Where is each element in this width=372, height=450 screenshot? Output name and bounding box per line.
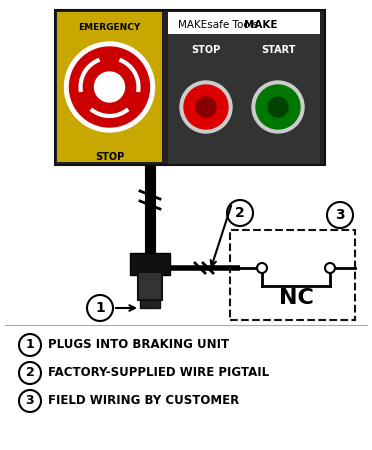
Text: STOP: STOP xyxy=(191,45,221,55)
Circle shape xyxy=(257,263,267,273)
Text: MAKE: MAKE xyxy=(244,20,278,30)
Bar xyxy=(168,34,320,164)
Circle shape xyxy=(70,47,150,127)
Circle shape xyxy=(268,97,288,117)
Circle shape xyxy=(196,97,216,117)
Text: 1: 1 xyxy=(95,301,105,315)
Circle shape xyxy=(19,334,41,356)
Bar xyxy=(130,253,170,275)
Text: 3: 3 xyxy=(335,208,345,222)
Circle shape xyxy=(87,295,113,321)
Bar xyxy=(55,10,325,165)
Text: MAKEsafe Tools: MAKEsafe Tools xyxy=(178,20,258,30)
Text: FIELD WIRING BY CUSTOMER: FIELD WIRING BY CUSTOMER xyxy=(48,395,239,408)
Circle shape xyxy=(227,200,253,226)
Circle shape xyxy=(327,202,353,228)
Circle shape xyxy=(180,81,232,133)
Text: 1: 1 xyxy=(26,338,34,351)
Circle shape xyxy=(252,81,304,133)
Text: 2: 2 xyxy=(235,206,245,220)
Circle shape xyxy=(256,85,300,129)
Bar xyxy=(138,272,162,300)
Text: START: START xyxy=(261,45,295,55)
Text: 2: 2 xyxy=(26,366,34,379)
Circle shape xyxy=(64,42,154,132)
Text: 3: 3 xyxy=(26,395,34,408)
Bar xyxy=(140,300,160,308)
Circle shape xyxy=(94,72,125,102)
Text: FACTORY-SUPPLIED WIRE PIGTAIL: FACTORY-SUPPLIED WIRE PIGTAIL xyxy=(48,366,269,379)
Circle shape xyxy=(19,390,41,412)
Text: PLUGS INTO BRAKING UNIT: PLUGS INTO BRAKING UNIT xyxy=(48,338,229,351)
Text: NC: NC xyxy=(279,288,314,308)
Bar xyxy=(168,12,320,34)
Circle shape xyxy=(184,85,228,129)
Circle shape xyxy=(19,362,41,384)
Bar xyxy=(57,12,162,162)
Bar xyxy=(230,230,355,320)
Text: EMERGENCY: EMERGENCY xyxy=(78,23,141,32)
Circle shape xyxy=(325,263,335,273)
Text: STOP: STOP xyxy=(95,152,124,162)
